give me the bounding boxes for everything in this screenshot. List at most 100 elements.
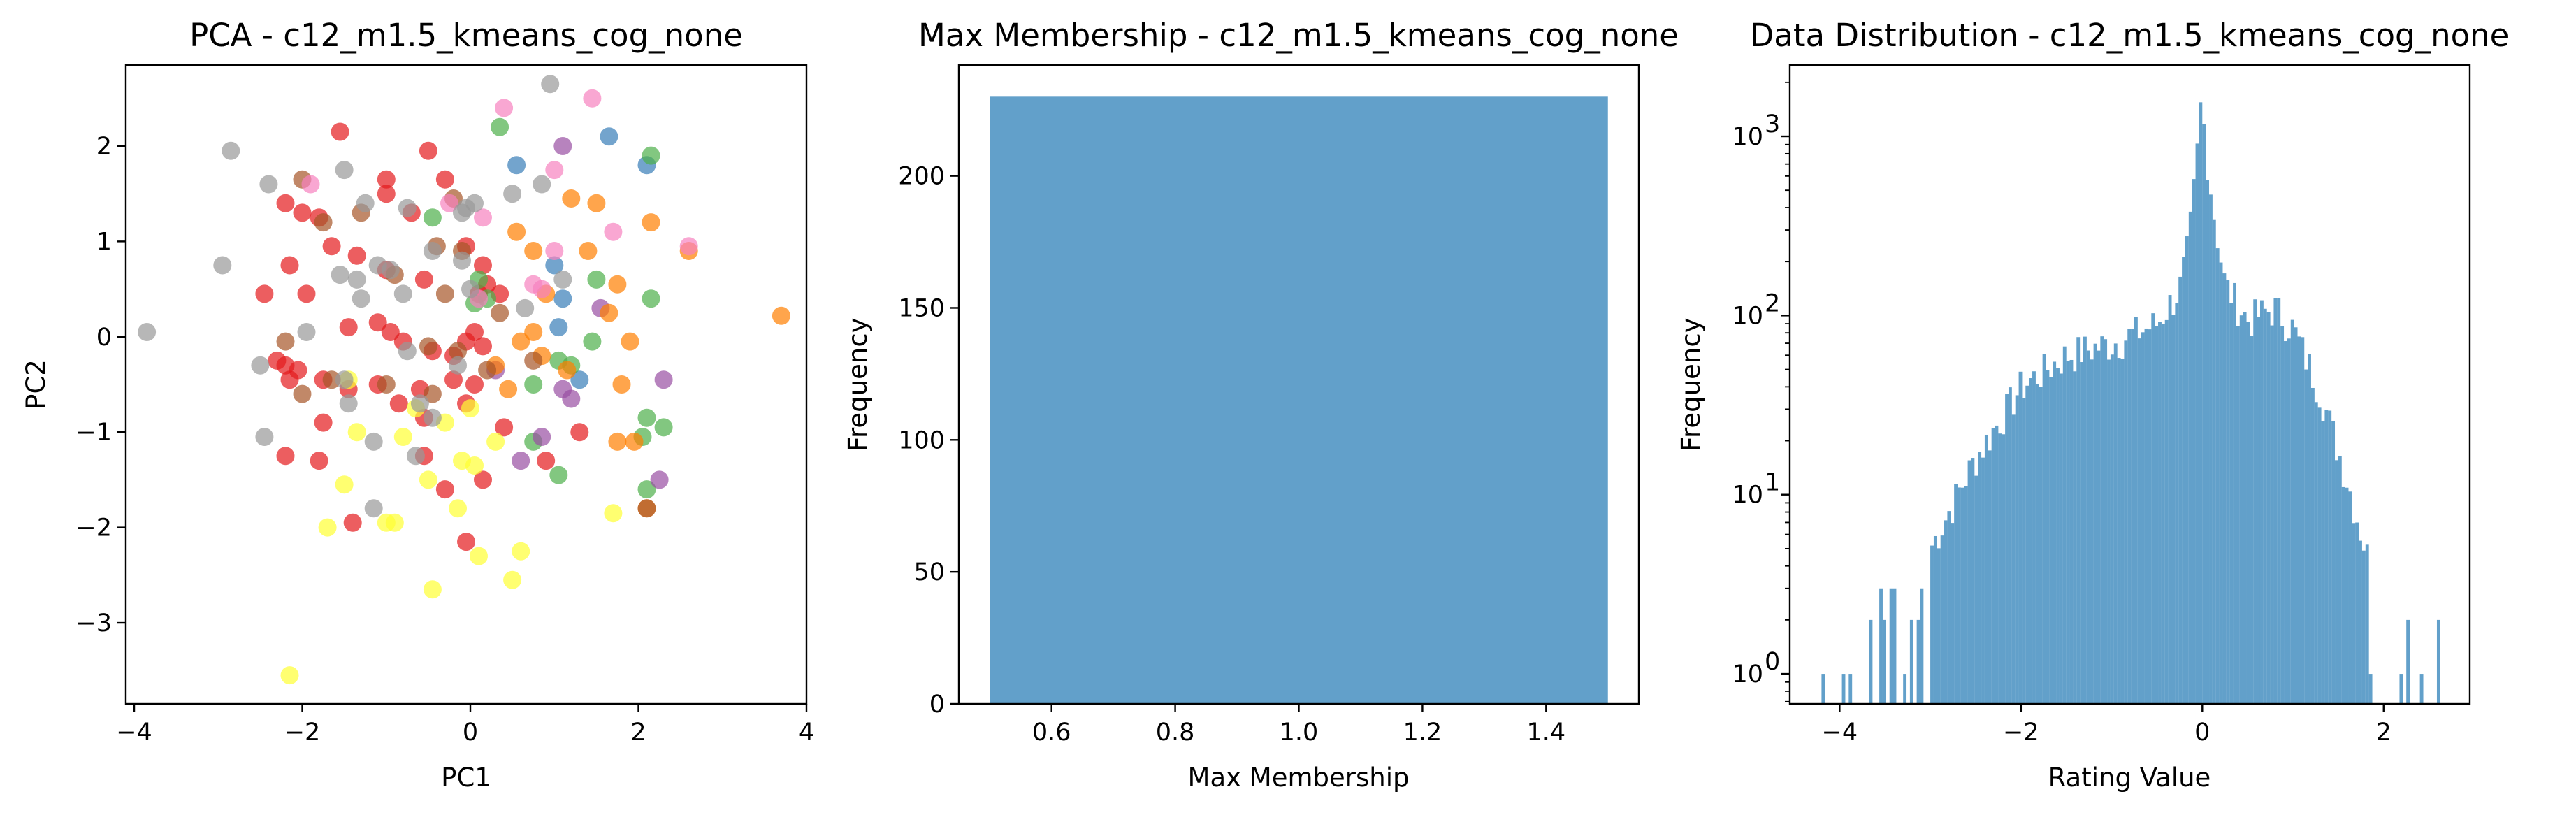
histogram-bar (2233, 282, 2236, 704)
membership-y-axis-label: Frequency (843, 317, 873, 451)
scatter-point (524, 242, 543, 260)
scatter-point (322, 237, 341, 256)
histogram-bar (2361, 550, 2366, 704)
y-tick-label: −1 (75, 419, 112, 447)
y-tick-label: 150 (898, 294, 945, 322)
histogram-bar (2321, 421, 2325, 704)
histogram-bar (1940, 535, 1944, 704)
histogram-bar (1879, 588, 1883, 704)
histogram-bar (2120, 358, 2125, 704)
distribution-bars (1821, 102, 2440, 705)
y-tick-label: 200 (898, 163, 945, 191)
scatter-point (562, 389, 581, 408)
scatter-point (280, 256, 299, 275)
scatter-point (347, 246, 366, 265)
scatter-point (637, 480, 656, 499)
histogram-bar (2215, 248, 2220, 705)
scatter-point (259, 175, 278, 194)
scatter-point (339, 318, 358, 337)
distribution-x-axis-label: Rating Value (2048, 763, 2211, 793)
histogram-bar (2239, 315, 2243, 704)
scatter-point (419, 470, 437, 489)
histogram-bar (1933, 535, 1937, 704)
y-tick-label: 100 (898, 426, 945, 454)
scatter-point (461, 399, 479, 418)
histogram-bar (2226, 280, 2230, 705)
y-tick-label: 0 (929, 691, 945, 719)
scatter-point (503, 570, 522, 589)
scatter-point (276, 332, 295, 351)
histogram-bar (1893, 588, 1897, 704)
scatter-point (335, 475, 354, 494)
scatter-point (335, 161, 354, 180)
scatter-point (314, 413, 333, 432)
histogram-bar (2069, 359, 2074, 704)
histogram-bar (2131, 329, 2134, 704)
histogram-bar (2328, 410, 2332, 704)
scatter-point (654, 370, 673, 389)
scatter-point (625, 432, 644, 451)
histogram-bar (2011, 414, 2016, 704)
histogram-bar (2144, 328, 2148, 705)
histogram-bar (1991, 428, 1995, 704)
scatter-point (470, 547, 488, 565)
scatter-point (474, 256, 492, 275)
histogram-bar (2301, 337, 2305, 704)
histogram-bar (2049, 377, 2053, 704)
distribution-panel: Data Distribution - c12_m1.5_kmeans_cog_… (1676, 17, 2509, 793)
histogram-bar (2304, 369, 2308, 704)
histogram-bar (2155, 326, 2159, 705)
y-tick-label: −3 (75, 610, 112, 637)
histogram-bar (2182, 257, 2185, 704)
histogram-bar (2250, 336, 2254, 704)
scatter-point (435, 480, 454, 499)
distribution-y-axis-label: Frequency (1676, 317, 1706, 451)
histogram-bar (2053, 361, 2057, 704)
scatter-point (343, 513, 362, 532)
histogram-bar (2185, 236, 2189, 704)
scatter-point (419, 337, 437, 356)
scatter-point (276, 194, 295, 212)
pca-y-axis-label: PC2 (21, 359, 51, 410)
histogram-bar (2365, 544, 2369, 704)
histogram-bar (2083, 336, 2087, 705)
scatter-point (642, 213, 660, 232)
histogram-bar (2171, 315, 2176, 705)
x-tick-label: 4 (799, 719, 814, 747)
scatter-point (570, 370, 589, 389)
histogram-bar (2066, 361, 2070, 704)
histogram-bar (2002, 434, 2006, 704)
y-tick-exponent: 0 (1765, 648, 1780, 676)
scatter-point (440, 194, 458, 212)
membership-panel: Max Membership - c12_m1.5_kmeans_cog_non… (843, 17, 1679, 793)
histogram-bar (2202, 124, 2206, 705)
x-tick-label: 1.0 (1280, 719, 1319, 747)
scatter-point (406, 447, 425, 466)
histogram-bar (2100, 336, 2104, 704)
histogram-bar (2015, 395, 2019, 704)
histogram-bar (2243, 312, 2247, 704)
scatter-point (377, 185, 396, 203)
scatter-point (280, 370, 299, 389)
histogram-bar (2290, 319, 2294, 705)
scatter-point (453, 203, 471, 222)
x-tick-label: 0 (2194, 719, 2210, 747)
scatter-point (423, 384, 442, 403)
scatter-point (318, 518, 337, 537)
histogram-bar (1947, 511, 1951, 704)
scatter-point (352, 289, 370, 308)
scatter-point (377, 375, 396, 394)
scatter-point (512, 542, 530, 561)
scatter-point (301, 175, 320, 194)
histogram-bar (1944, 520, 1948, 704)
histogram-bar (2188, 211, 2192, 704)
scatter-point (474, 337, 492, 356)
scatter-point (449, 499, 467, 518)
pca-points (138, 75, 790, 685)
scatter-point (293, 384, 312, 403)
scatter-point (587, 270, 606, 289)
histogram-bar (1978, 452, 1982, 704)
scatter-point (314, 213, 333, 232)
scatter-point (524, 351, 543, 370)
